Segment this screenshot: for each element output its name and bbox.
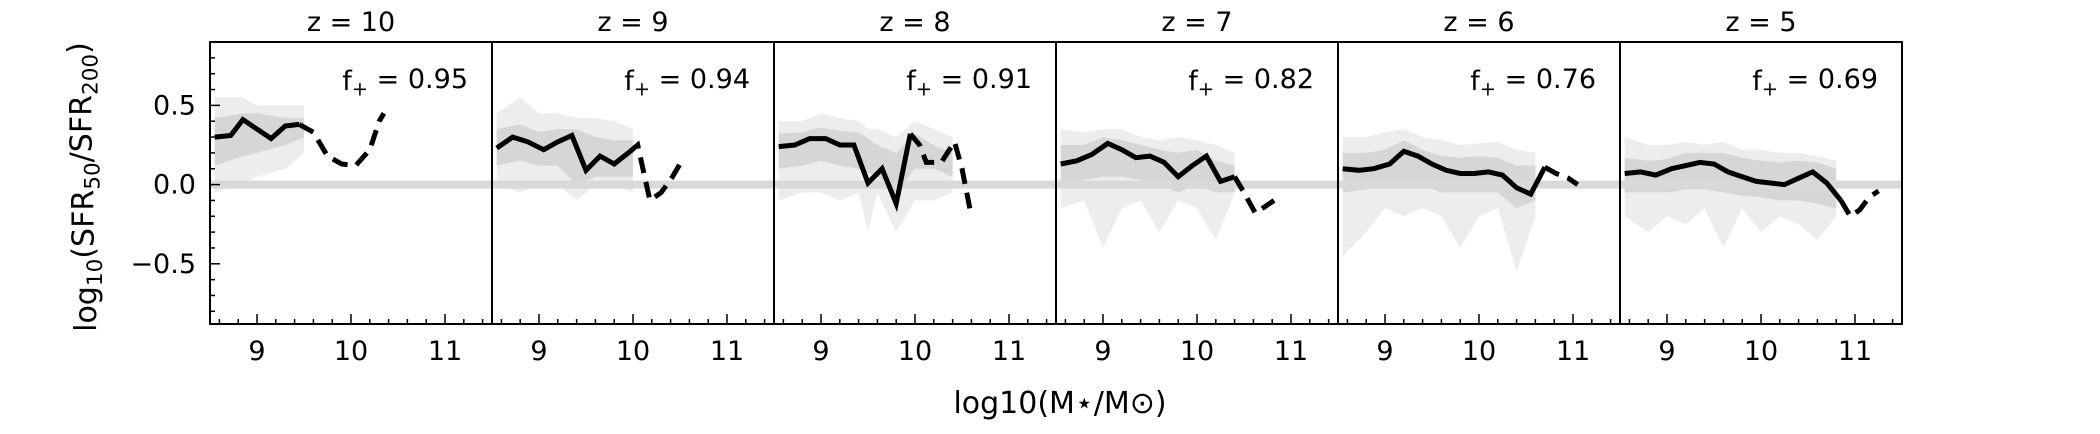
median-line-solid bbox=[495, 132, 630, 175]
x-tick-label: 9 bbox=[812, 336, 829, 367]
median-line-solid bbox=[1342, 148, 1548, 198]
median-line-dashed bbox=[626, 140, 683, 205]
median-line-dashed bbox=[908, 132, 974, 217]
y-tick-label: 0.5 bbox=[153, 90, 196, 121]
median-line-solid bbox=[214, 116, 300, 142]
x-tick-label: 10 bbox=[1744, 336, 1778, 367]
panel-z10: 9 10 11 −0.5 0.0 0.5 z = 10 f+ = 0.95 bbox=[130, 7, 493, 367]
median-line-dashed bbox=[298, 112, 387, 169]
scatter-band-inner bbox=[496, 124, 633, 185]
panel-plot-area bbox=[210, 97, 492, 193]
panel-title: z = 6 bbox=[1443, 7, 1514, 38]
panel-title: z = 10 bbox=[307, 7, 395, 38]
x-tick-label: 9 bbox=[530, 336, 547, 367]
y-tick-label: 0.0 bbox=[153, 170, 196, 201]
panel-z5: 9 10 11 z = 5 f+ = 0.69 bbox=[1619, 7, 1903, 367]
f-plus-annotation: f+ = 0.82 bbox=[1188, 64, 1314, 101]
x-tick-label: 9 bbox=[1094, 336, 1111, 367]
f-plus-annotation: f+ = 0.95 bbox=[342, 64, 468, 101]
median-line-solid bbox=[1060, 140, 1236, 185]
panel-plot-area bbox=[1056, 129, 1338, 248]
median-line-dashed bbox=[1543, 165, 1580, 187]
x-tick-label: 11 bbox=[710, 336, 744, 367]
x-tick-label: 9 bbox=[1658, 336, 1675, 367]
scatter-band-inner bbox=[1060, 137, 1235, 193]
panel-plot-area bbox=[1620, 137, 1902, 248]
panel-z9: 9 10 11 z = 9 f+ = 0.94 bbox=[491, 7, 775, 367]
x-tick-label: 11 bbox=[992, 336, 1026, 367]
f-plus-annotation: f+ = 0.76 bbox=[1470, 64, 1596, 101]
x-tick-label: 9 bbox=[248, 336, 265, 367]
panel-title: z = 7 bbox=[1161, 7, 1232, 38]
scatter-band-inner bbox=[1342, 140, 1536, 209]
x-tick-label: 9 bbox=[1376, 336, 1393, 367]
f-plus-annotation: f+ = 0.94 bbox=[624, 64, 750, 101]
x-tick-label: 10 bbox=[334, 336, 368, 367]
x-tick-label: 10 bbox=[1180, 336, 1214, 367]
x-tick-label: 11 bbox=[1838, 336, 1872, 367]
x-axis-label: log10(M⋆/M⊙) bbox=[953, 386, 1166, 421]
x-tick-label: 10 bbox=[616, 336, 650, 367]
panel-plot-area bbox=[1338, 129, 1620, 272]
panels-group: 9 10 11 −0.5 0.0 0.5 z = 10 f+ = 0.95 9 10 11 z = 9… bbox=[130, 7, 1903, 367]
f-plus-annotation: f+ = 0.69 bbox=[1752, 64, 1878, 101]
median-line-solid bbox=[778, 133, 913, 213]
x-tick-label: 11 bbox=[428, 336, 462, 367]
panel-plot-area bbox=[774, 113, 1056, 233]
panel-z8: 9 10 11 z = 8 f+ = 0.91 bbox=[773, 7, 1057, 367]
x-tick-label: 10 bbox=[898, 336, 932, 367]
scatter-band-outer bbox=[1342, 129, 1536, 272]
panel-plot-area bbox=[492, 97, 774, 205]
y-axis-label: log10(SFR50/SFR200) bbox=[62, 42, 108, 332]
panel-z6: 9 10 11 z = 6 f+ = 0.76 bbox=[1337, 7, 1621, 367]
y-tick-label: −0.5 bbox=[130, 249, 196, 280]
median-line-solid bbox=[1624, 159, 1843, 202]
x-tick-label: 10 bbox=[1462, 336, 1496, 367]
x-tick-label: 11 bbox=[1556, 336, 1590, 367]
panel-title: z = 9 bbox=[597, 7, 668, 38]
median-line-dashed bbox=[1838, 188, 1880, 220]
f-plus-annotation: f+ = 0.91 bbox=[906, 64, 1032, 101]
panel-z7: 9 10 11 z = 7 f+ = 0.82 bbox=[1055, 7, 1339, 367]
median-line-dashed bbox=[1232, 175, 1276, 217]
panel-title: z = 5 bbox=[1725, 7, 1796, 38]
x-tick-label: 11 bbox=[1274, 336, 1308, 367]
panel-title: z = 8 bbox=[879, 7, 950, 38]
